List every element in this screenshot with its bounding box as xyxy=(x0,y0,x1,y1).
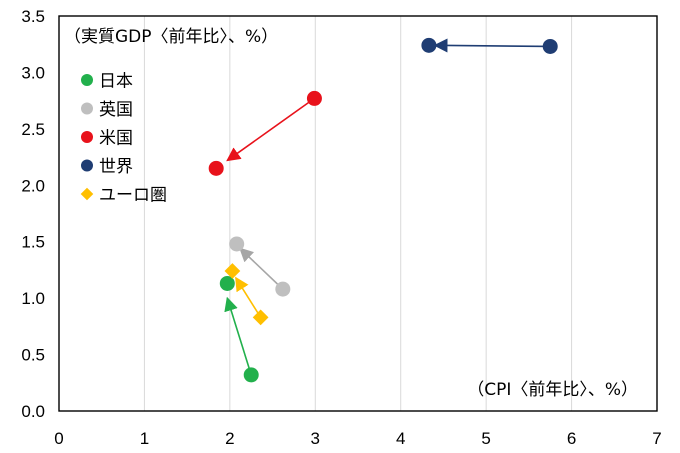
x-tick-label: 5 xyxy=(481,429,490,448)
arrow-英国 xyxy=(239,247,284,290)
x-tick-label: 4 xyxy=(396,429,405,448)
arrow-世界 xyxy=(433,38,551,53)
point-日本 xyxy=(243,367,259,383)
legend-label-世界: 世界 xyxy=(99,157,133,177)
legend-marker-世界 xyxy=(81,159,93,172)
grid-layer xyxy=(143,16,573,411)
label-layer: （実質GDP〈前年比〉、%） （CPI〈前年比〉、%） xyxy=(64,27,638,400)
point-米国 xyxy=(306,90,322,106)
y-tick-label: 2.5 xyxy=(21,120,45,139)
legend-marker-ユーロ圏 xyxy=(80,187,94,201)
legend-marker-米国 xyxy=(81,131,93,143)
x-tick-label: 7 xyxy=(652,429,661,448)
x-tick-label: 2 xyxy=(225,429,234,448)
point-世界 xyxy=(421,37,437,53)
point-英国 xyxy=(229,236,245,252)
y-axis-label: （実質GDP〈前年比〉、%） xyxy=(64,27,278,47)
point-ユーロ圏 xyxy=(224,263,241,279)
x-tick-label: 1 xyxy=(140,429,149,448)
x-tick-label: 6 xyxy=(567,429,576,448)
arrow-layer xyxy=(224,38,551,376)
y-tick-label: 0.5 xyxy=(21,346,45,365)
y-tick-label: 3.0 xyxy=(21,63,45,82)
legend-label-日本: 日本 xyxy=(99,72,133,92)
y-tick-label: 1.0 xyxy=(21,289,45,308)
point-米国 xyxy=(208,160,224,176)
plot-frame xyxy=(58,15,658,412)
arrow-米国 xyxy=(226,97,315,162)
point-世界 xyxy=(542,38,558,54)
y-tick-label: 3.5 xyxy=(21,7,45,26)
y-tick-label: 2.0 xyxy=(21,176,45,195)
legend-marker-日本 xyxy=(81,74,93,86)
legend-marker-英国 xyxy=(81,102,93,115)
arrow-ユーロ圏 xyxy=(235,276,262,318)
legend-label-米国: 米国 xyxy=(99,129,133,149)
arrow-日本 xyxy=(224,296,252,376)
y-tick-label: 1.5 xyxy=(21,233,45,252)
point-英国 xyxy=(275,281,291,297)
x-tick-label: 3 xyxy=(311,429,320,448)
x-axis-label: （CPI〈前年比〉、%） xyxy=(467,380,638,400)
axis-layer: 0 1 2 3 4 5 6 7 0.0 0.5 1.0 1.5 2.0 2.5 3.0 3.5 xyxy=(21,7,661,448)
legend-label-ユーロ圏: ユーロ圏 xyxy=(99,186,167,206)
point-日本 xyxy=(219,275,235,291)
y-tick-label: 0.0 xyxy=(21,402,45,421)
legend-label-英国: 英国 xyxy=(99,100,133,120)
point-ユーロ圏 xyxy=(252,309,269,326)
x-tick-label: 0 xyxy=(54,429,63,448)
point-layer xyxy=(208,37,558,383)
